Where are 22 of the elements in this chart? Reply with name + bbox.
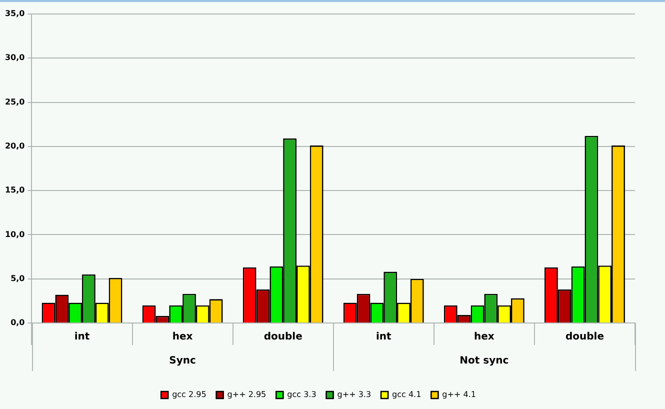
legend-label: g++ 3.3 <box>337 390 372 400</box>
x-tick-label: int <box>74 332 90 343</box>
text: Sync <box>169 356 196 367</box>
y-tick-label: 35,0 <box>4 9 26 18</box>
x-tick-label: double <box>565 332 604 343</box>
legend-label: gcc 2.95 <box>172 390 206 400</box>
x-tick-label: hex <box>474 332 495 343</box>
x-tick-label: hex <box>172 332 194 343</box>
x-tick-label: double <box>264 332 303 343</box>
y-tick-label: 0,0 <box>10 318 26 328</box>
y-tick-label: 10,0 <box>4 230 26 239</box>
legend-label: gcc 4.1 <box>392 390 422 400</box>
legend-label: g++ 4.1 <box>442 390 476 400</box>
y-tick-label: 25,0 <box>4 97 26 106</box>
legend-label: g++ 2.95 <box>227 390 266 400</box>
x-tick-label: int <box>376 332 392 343</box>
y-tick-label: 15,0 <box>4 186 26 195</box>
y-tick-label: 20,0 <box>4 142 26 151</box>
legend-label: gcc 3.3 <box>287 390 316 400</box>
y-tick-label: 30,0 <box>4 53 26 62</box>
y-tick-label: 5,0 <box>10 274 26 283</box>
text: Not sync <box>460 356 509 367</box>
